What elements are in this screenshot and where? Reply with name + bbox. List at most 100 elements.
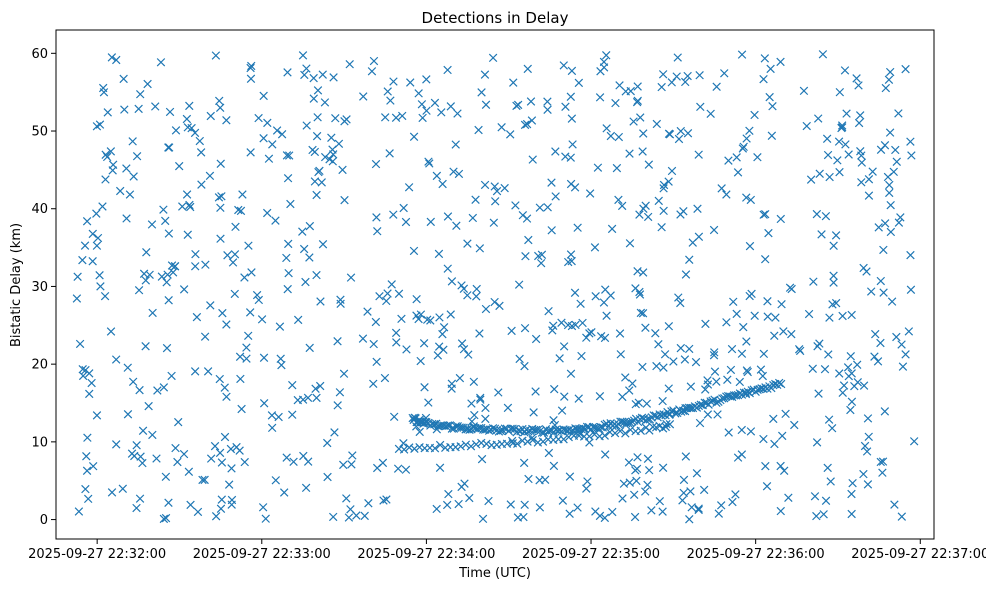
scatter-point	[681, 270, 691, 279]
scatter-point	[577, 424, 586, 434]
scatter-point	[92, 241, 102, 250]
scatter-point	[857, 158, 867, 167]
scatter-point	[261, 514, 270, 523]
scatter-point	[217, 495, 227, 504]
scatter-point	[211, 51, 221, 60]
scatter-point	[543, 203, 552, 212]
scatter-point	[885, 188, 894, 198]
scatter-point	[633, 82, 642, 91]
scatter-point	[884, 75, 894, 84]
scatter-point	[738, 144, 748, 153]
scatter-point	[174, 417, 183, 427]
scatter-point	[211, 512, 221, 521]
scatter-point	[695, 70, 704, 80]
scatter-point	[513, 100, 523, 110]
scatter-point	[415, 442, 424, 452]
scatter-point	[81, 484, 90, 494]
scatter-point	[340, 117, 349, 126]
scatter-point	[828, 300, 837, 309]
scatter-point	[359, 92, 368, 101]
scatter-point	[182, 190, 192, 199]
scatter-point	[600, 431, 609, 440]
scatter-point	[397, 111, 407, 121]
scatter-point	[659, 180, 669, 190]
scatter-point	[98, 83, 108, 93]
scatter-point	[607, 224, 617, 234]
scatter-point	[557, 406, 567, 415]
scatter-point	[621, 373, 630, 382]
scatter-point	[119, 74, 128, 84]
scatter-point	[88, 257, 97, 266]
scatter-point	[848, 478, 857, 488]
scatter-point	[428, 419, 437, 429]
scatter-point	[325, 155, 334, 164]
scatter-point	[85, 369, 94, 378]
scatter-point	[547, 178, 556, 187]
scatter-point	[264, 154, 274, 163]
scatter-point	[455, 373, 465, 383]
scatter-point	[475, 329, 484, 338]
scatter-point	[570, 288, 580, 297]
scatter-point	[318, 70, 327, 79]
scatter-point	[506, 500, 515, 509]
scatter-point	[391, 113, 401, 122]
scatter-point	[559, 342, 569, 351]
scatter-point	[694, 232, 704, 241]
scatter-point	[369, 339, 378, 349]
scatter-point	[853, 378, 862, 387]
scatter-point	[829, 278, 838, 287]
scatter-point	[267, 423, 277, 433]
scatter-point	[447, 277, 457, 286]
scatter-point	[178, 202, 187, 211]
scatter-point	[781, 409, 790, 419]
scatter-point	[683, 129, 693, 138]
x-tick-label: 2025-09-27 22:33:00	[193, 547, 331, 562]
scatter-point	[338, 165, 347, 175]
scatter-point	[560, 392, 569, 401]
scatter-point	[844, 371, 854, 381]
scatter-point	[107, 53, 117, 62]
scatter-point	[600, 513, 610, 523]
scatter-point	[528, 435, 537, 445]
scatter-point	[454, 169, 464, 179]
scatter-point	[658, 70, 668, 79]
scatter-point	[634, 398, 644, 407]
scatter-point	[123, 410, 133, 419]
scatter-point	[95, 271, 104, 280]
scatter-point	[815, 169, 824, 178]
scatter-point	[73, 272, 82, 281]
scatter-point	[128, 377, 138, 387]
scatter-point	[252, 290, 262, 300]
scatter-point	[474, 125, 483, 135]
scatter-point	[585, 432, 594, 441]
scatter-point	[206, 111, 215, 121]
scatter-point	[652, 361, 661, 371]
scatter-point	[347, 460, 356, 469]
scatter-point	[635, 210, 644, 219]
scatter-point	[608, 507, 617, 517]
scatter-point	[831, 231, 841, 240]
scatter-point	[369, 56, 379, 66]
scatter-point	[880, 219, 890, 228]
scatter-point	[901, 350, 910, 359]
scatter-point	[136, 89, 145, 99]
scatter-point	[641, 323, 650, 332]
chart-title: Detections in Delay	[422, 9, 569, 27]
scatter-point	[665, 420, 675, 429]
scatter-point	[88, 461, 98, 471]
scatter-point	[742, 134, 751, 143]
scatter-point	[329, 73, 338, 82]
scatter-point	[760, 254, 770, 264]
scatter-point	[455, 423, 464, 432]
scatter-point	[122, 164, 131, 173]
scatter-point	[122, 214, 131, 223]
scatter-point	[543, 105, 552, 114]
scatter-point	[141, 342, 150, 351]
scatter-point	[735, 377, 745, 387]
scatter-point	[136, 452, 145, 461]
scatter-point	[106, 327, 116, 336]
scatter-point	[457, 482, 466, 492]
scatter-point	[318, 240, 328, 249]
scatter-point	[162, 343, 172, 353]
